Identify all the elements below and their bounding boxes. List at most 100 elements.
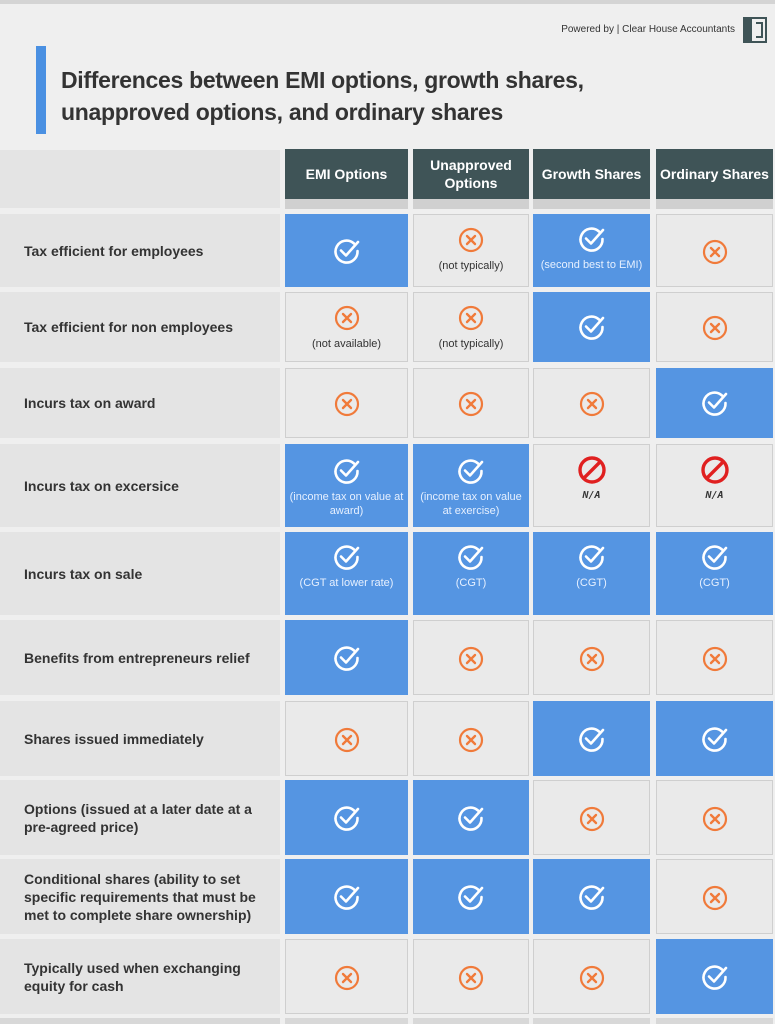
cross-icon (577, 963, 607, 998)
prohibited-icon (577, 455, 607, 490)
table-cell: (CGT at lower rate) (285, 532, 408, 615)
column-header: Growth Shares (533, 149, 650, 199)
cell-note: (not typically) (438, 260, 504, 272)
check-icon (700, 724, 730, 759)
cross-icon (332, 389, 362, 424)
row-label: Options (issued at a later date at a pre… (0, 780, 280, 855)
table-cell (413, 368, 529, 438)
check-icon (456, 882, 486, 917)
table-cell (285, 620, 408, 695)
row-label: Shares issued immediately (0, 701, 280, 776)
table-cell (413, 780, 529, 855)
table-cell: N/A (533, 444, 650, 527)
table-cell (533, 780, 650, 855)
top-border (0, 0, 775, 4)
check-icon (700, 962, 730, 997)
table-cell (285, 859, 408, 934)
table-cell (413, 620, 529, 695)
table-cell (285, 368, 408, 438)
bottom-strip (656, 1018, 773, 1024)
row-label: Incurs tax on award (0, 368, 280, 438)
page-title: Differences between EMI options, growth … (61, 67, 584, 125)
cross-icon (577, 389, 607, 424)
row-label: Benefits from entrepreneurs relief (0, 620, 280, 695)
cross-icon (456, 725, 486, 760)
row-label: Incurs tax on sale (0, 532, 280, 615)
table-cell (533, 368, 650, 438)
table-cell (285, 701, 408, 776)
cross-icon (456, 303, 486, 338)
cross-icon (456, 644, 486, 679)
table-cell (656, 780, 773, 855)
table-cell: (not typically) (413, 292, 529, 362)
check-icon (456, 456, 486, 491)
cross-icon (577, 644, 607, 679)
table-cell: (CGT) (533, 532, 650, 615)
cell-note: (not available) (311, 338, 382, 350)
check-icon (456, 803, 486, 838)
table-cell (533, 292, 650, 362)
cross-icon (700, 883, 730, 918)
table-cell (533, 939, 650, 1014)
check-icon (577, 224, 607, 259)
check-icon (332, 882, 362, 917)
column-header: Ordinary Shares (656, 149, 773, 199)
check-icon (456, 542, 486, 577)
column-header-strip (533, 199, 650, 209)
cell-note: (not typically) (438, 338, 504, 350)
cross-icon (332, 963, 362, 998)
clear-house-logo (743, 17, 767, 43)
table-cell (533, 701, 650, 776)
powered-by-text: Powered by | Clear House Accountants (561, 24, 735, 35)
table-cell: (income tax on value at exercise) (413, 444, 529, 527)
table-cell: (not available) (285, 292, 408, 362)
check-icon (332, 542, 362, 577)
title-accent-bar (36, 46, 46, 134)
table-cell (413, 859, 529, 934)
table-cell (656, 701, 773, 776)
check-icon (700, 388, 730, 423)
cell-note: (income tax on value at exercise) (420, 491, 522, 517)
bottom-strip (413, 1018, 529, 1024)
row-label: Typically used when exchanging equity fo… (0, 939, 280, 1014)
table-cell (656, 214, 773, 287)
check-icon (332, 643, 362, 678)
table-cell (413, 701, 529, 776)
cell-note: (CGT) (699, 577, 730, 589)
check-icon (332, 803, 362, 838)
cross-icon (456, 389, 486, 424)
table-cell: N/A (656, 444, 773, 527)
check-icon (700, 542, 730, 577)
cross-icon (456, 225, 486, 260)
table-cell (656, 368, 773, 438)
table-cell (533, 859, 650, 934)
check-icon (332, 456, 362, 491)
bottom-strip (0, 1018, 280, 1024)
cell-note: (second best to EMI) (540, 259, 643, 271)
header-blank-cell (0, 150, 280, 208)
cell-note: (CGT) (576, 577, 607, 589)
bottom-strip (533, 1018, 650, 1024)
cross-icon (700, 644, 730, 679)
cell-note: (CGT at lower rate) (299, 577, 394, 589)
cross-icon (700, 804, 730, 839)
column-header-strip (413, 199, 529, 209)
bottom-strip (285, 1018, 408, 1024)
check-icon (332, 236, 362, 271)
table-cell: (CGT) (413, 532, 529, 615)
table-cell: (second best to EMI) (533, 214, 650, 287)
table-cell (285, 939, 408, 1014)
table-cell (413, 939, 529, 1014)
cell-note: N/A (705, 490, 724, 501)
cell-note: N/A (582, 490, 601, 501)
prohibited-icon (700, 455, 730, 490)
table-cell (285, 214, 408, 287)
check-icon (577, 542, 607, 577)
table-cell (656, 620, 773, 695)
table-cell (656, 859, 773, 934)
column-header: Unapproved Options (413, 149, 529, 199)
check-icon (577, 312, 607, 347)
check-icon (577, 882, 607, 917)
row-label: Tax efficient for employees (0, 214, 280, 287)
row-label: Tax efficient for non employees (0, 292, 280, 362)
